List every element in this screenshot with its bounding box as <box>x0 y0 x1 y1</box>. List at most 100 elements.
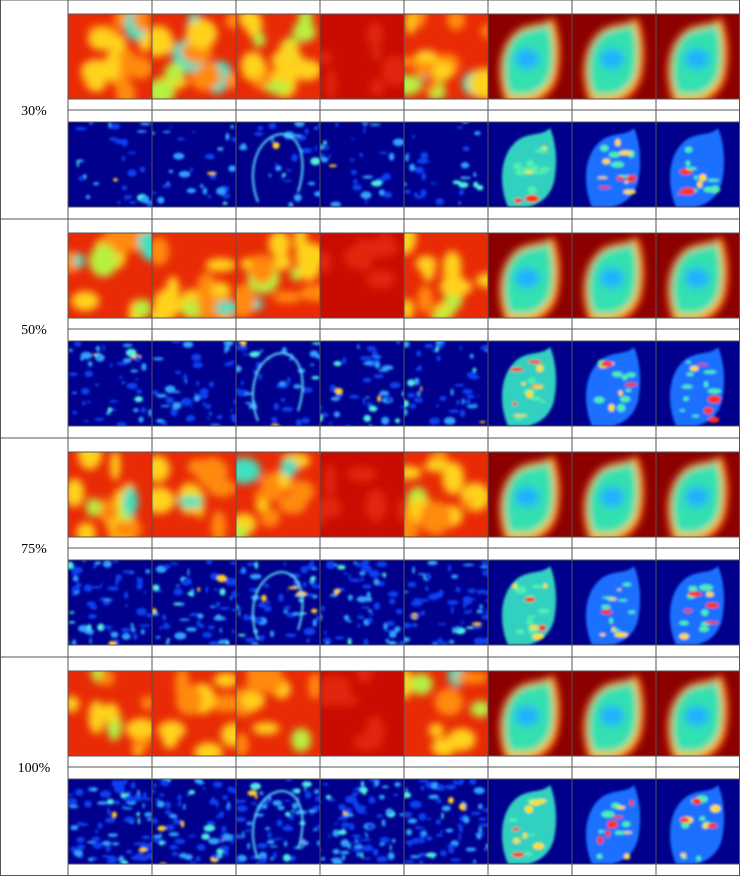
heat-blob <box>136 130 147 133</box>
heat-blob <box>381 55 404 86</box>
heat-blob <box>110 452 121 481</box>
heatmap-image <box>236 560 320 645</box>
face-heat <box>667 454 729 537</box>
heat-blob <box>101 854 109 858</box>
heat-blob <box>206 417 211 420</box>
heat-blob <box>343 614 350 621</box>
heat-blob <box>474 402 477 405</box>
heat-blob <box>236 604 239 609</box>
heatmap-blobs <box>586 785 641 864</box>
heat-blob <box>485 598 488 603</box>
heat-blob <box>152 584 160 591</box>
heat-blob <box>602 596 615 599</box>
heat-blob <box>74 788 84 797</box>
heat-blob <box>341 854 346 861</box>
heat-blob <box>179 603 185 607</box>
heat-blob <box>257 125 264 131</box>
heatmap-image <box>68 560 152 645</box>
heat-blob <box>360 191 372 199</box>
heat-blob <box>359 355 372 361</box>
heat-blob <box>435 345 439 353</box>
heat-blob <box>458 201 461 205</box>
heat-blob <box>405 839 415 845</box>
heatmap-blobs <box>236 560 320 645</box>
heat-blob <box>190 405 193 409</box>
heat-blob <box>365 489 387 523</box>
heat-blob <box>229 360 236 364</box>
heat-blob <box>472 367 477 373</box>
heat-blob <box>396 641 404 645</box>
heat-blob <box>166 638 170 642</box>
heat-blob <box>512 583 518 589</box>
heat-blob <box>377 395 381 403</box>
heat-blob <box>169 125 173 128</box>
heatmap-image <box>320 341 404 426</box>
heat-blob <box>394 782 401 787</box>
heatmap-blobs <box>586 347 641 426</box>
heat-blob <box>329 593 338 597</box>
heat-blob <box>187 568 190 577</box>
heat-blob <box>172 390 181 394</box>
heat-blob <box>439 396 447 401</box>
heat-blob <box>600 361 613 367</box>
heat-blob <box>108 640 117 645</box>
heat-blob <box>134 355 141 362</box>
heat-blob <box>624 382 637 387</box>
heat-blob <box>254 132 264 136</box>
heat-blob <box>448 796 454 804</box>
heat-blob <box>476 609 484 614</box>
heat-blob <box>417 285 434 314</box>
heat-blob <box>97 822 103 829</box>
heat-blob <box>208 837 220 845</box>
heat-blob <box>388 640 397 645</box>
heat-blob <box>299 284 320 302</box>
heat-blob <box>464 399 472 404</box>
heat-blob <box>386 395 392 403</box>
heat-blob <box>136 811 140 817</box>
heat-blob <box>263 605 272 612</box>
heat-blob <box>458 189 465 196</box>
heat-blob <box>223 362 234 367</box>
heat-blob <box>178 618 190 621</box>
heat-blob <box>431 856 435 860</box>
heat-blob <box>188 614 195 617</box>
heat-blob <box>515 628 525 635</box>
heat-blob <box>387 852 395 860</box>
heat-blob <box>608 403 615 412</box>
heat-blob <box>705 591 714 597</box>
heat-blob <box>126 151 137 154</box>
heat-blob <box>280 398 286 402</box>
heat-blob <box>699 623 710 626</box>
heat-blob <box>328 154 332 159</box>
heat-blob <box>154 798 161 802</box>
heat-blob <box>685 360 691 364</box>
heat-blob <box>294 596 307 599</box>
heat-blob <box>415 50 439 64</box>
heat-blob <box>283 179 292 182</box>
heatmap-image <box>68 233 152 318</box>
heatmap-blobs <box>157 671 236 756</box>
heatmap-blobs <box>238 14 320 99</box>
heat-blob <box>189 861 197 864</box>
heat-blob <box>315 795 320 803</box>
heat-blob <box>685 160 691 167</box>
heat-blob <box>367 21 383 49</box>
heat-blob <box>527 377 536 384</box>
heat-blob <box>370 79 385 96</box>
heatmap-blobs <box>68 233 152 318</box>
heat-blob <box>314 789 320 794</box>
heat-blob <box>177 496 204 508</box>
heat-blob <box>333 588 341 595</box>
heat-blob <box>94 561 102 565</box>
heat-blob <box>260 507 281 528</box>
heat-blob <box>418 598 430 602</box>
heat-blob <box>525 805 533 814</box>
face-heat <box>583 454 645 537</box>
heat-blob <box>365 597 373 602</box>
heat-blob <box>683 396 689 402</box>
heat-blob <box>278 42 300 55</box>
heat-blob <box>249 254 275 284</box>
heat-blob <box>428 723 444 738</box>
heat-blob <box>121 185 128 191</box>
heat-blob <box>458 833 462 841</box>
